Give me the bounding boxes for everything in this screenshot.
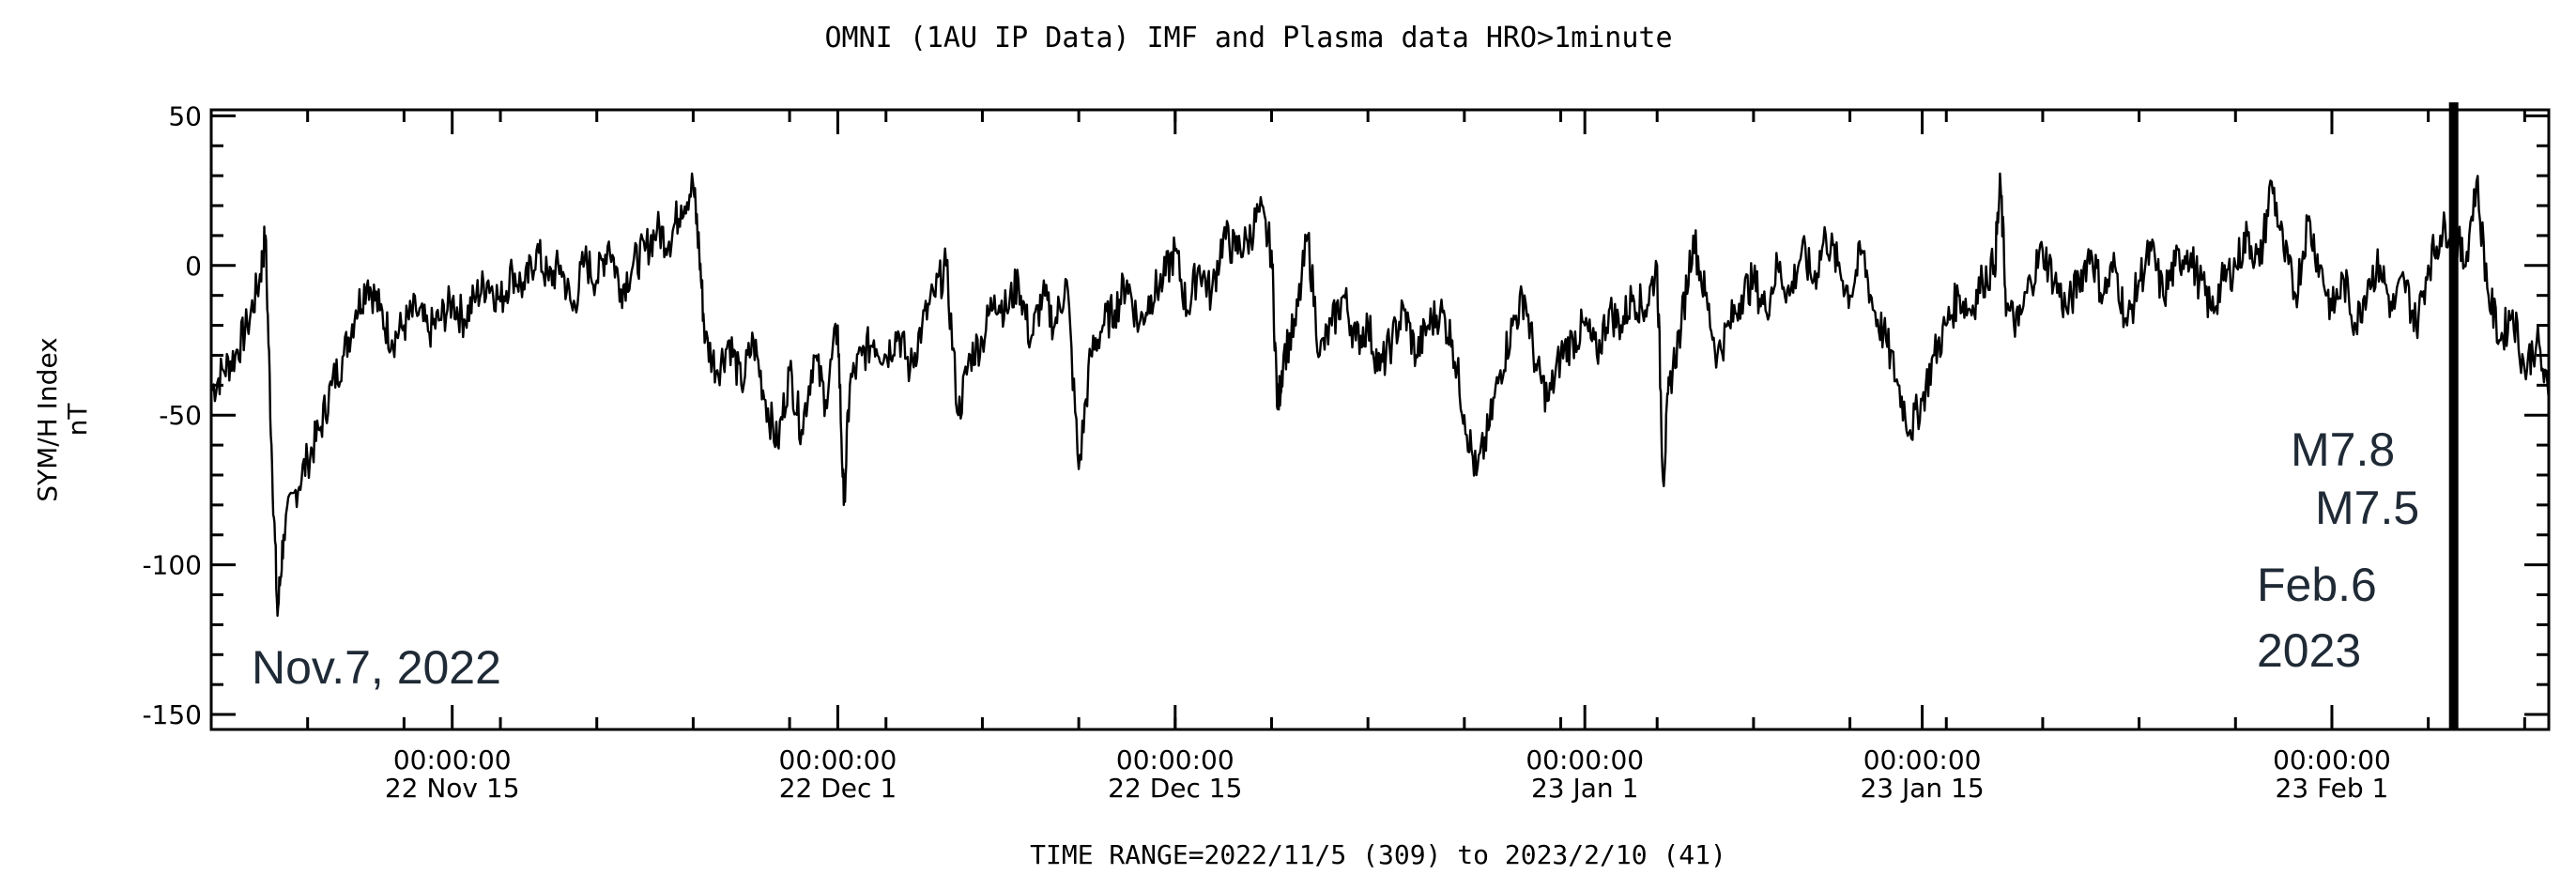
x-tick-label-time: 00:00:00 — [779, 744, 897, 775]
y-axis-unit: nT — [62, 403, 93, 437]
x-tick-label-time: 00:00:00 — [1863, 744, 1982, 775]
x-tick-label-date: 23 Jan 15 — [1860, 773, 1984, 804]
x-tick-label-time: 00:00:00 — [1116, 744, 1234, 775]
x-tick-label-date: 22 Dec 15 — [1108, 773, 1242, 804]
annotation-year-2023: 2023 — [2257, 624, 2361, 677]
y-axis-label-group: SYM/H Index nT — [32, 337, 93, 502]
y-tick-label: -50 — [159, 400, 202, 431]
x-tick-label-date: 23 Jan 1 — [1531, 773, 1638, 804]
time-range-label: TIME RANGE=2022/11/5 (309) to 2023/2/10 … — [1030, 839, 1726, 870]
axis-ticks — [209, 110, 2549, 729]
x-tick-label-date: 22 Dec 1 — [779, 773, 897, 804]
plot-frame — [209, 108, 2551, 731]
y-tick-label: 0 — [185, 251, 202, 282]
chart-title: OMNI (1AU IP Data) IMF and Plasma data H… — [824, 22, 1672, 54]
x-tick-label-time: 00:00:00 — [2273, 744, 2391, 775]
sym-h-series-line — [210, 172, 2551, 617]
y-tick-label: -150 — [142, 699, 202, 730]
x-tick-label-date: 23 Feb 1 — [2276, 773, 2389, 804]
annotation-feb6: Feb.6 — [2257, 559, 2377, 611]
x-tick-label-time: 00:00:00 — [393, 744, 512, 775]
y-axis-label: SYM/H Index — [32, 337, 63, 502]
annotation-nov7-2022: Nov.7, 2022 — [252, 641, 501, 694]
x-tick-label-time: 00:00:00 — [1526, 744, 1644, 775]
y-tick-label: 50 — [168, 100, 202, 131]
annotation-m78: M7.8 — [2291, 423, 2395, 476]
y-tick-label: -100 — [142, 550, 202, 581]
y-tick-labels: 50 0 -50 -100 -150 — [142, 100, 202, 730]
annotation-m75: M7.5 — [2315, 482, 2419, 534]
x-tick-label-date: 22 Nov 15 — [385, 773, 520, 804]
